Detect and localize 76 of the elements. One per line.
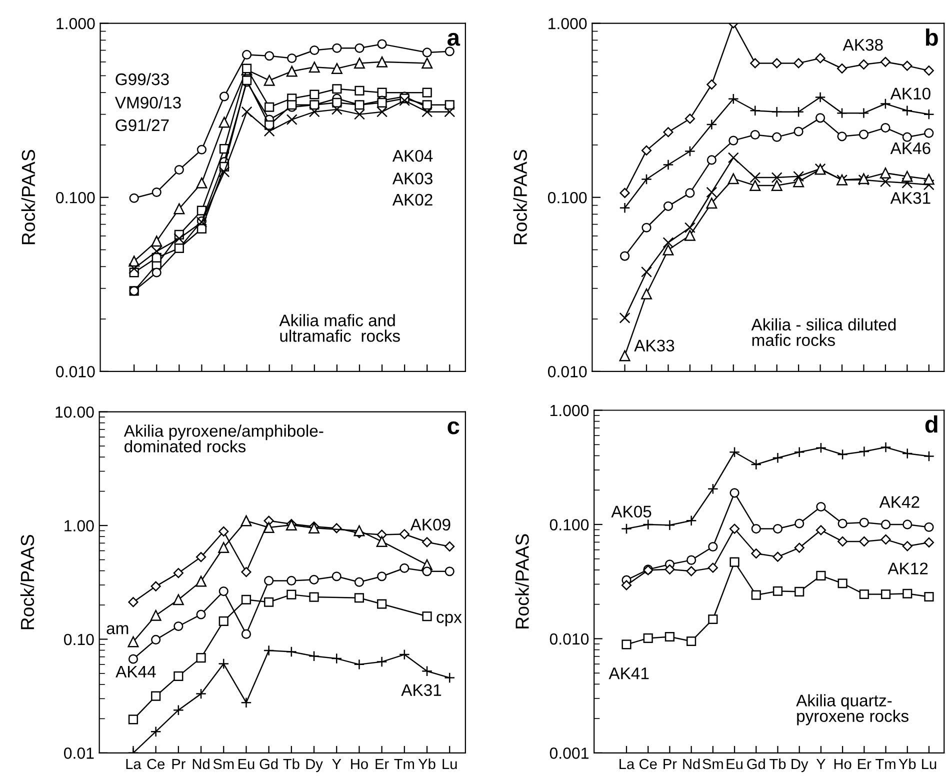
- annotation: Akilia mafic and ultramafic rocks: [279, 314, 400, 342]
- x-tick-label: Gd: [260, 758, 278, 770]
- annotation: G91/27: [116, 118, 169, 132]
- annotation: cpx: [436, 614, 462, 626]
- x-tick-label: Tb: [770, 758, 786, 770]
- annotation: AK12: [888, 562, 928, 574]
- y-axis-title: Rock/PAAS: [20, 534, 34, 630]
- chart-title: c: [448, 421, 460, 434]
- x-tick-label: Nd: [683, 758, 700, 770]
- chart-title: d: [925, 415, 938, 433]
- y-tick-label: 0.010: [56, 366, 95, 378]
- x-tick-label: Tb: [283, 758, 300, 770]
- x-tick-label: Sm: [702, 758, 723, 770]
- x-tick-label: Eu: [238, 759, 254, 770]
- y-tick-label: 0.01: [64, 748, 94, 759]
- annotation: AK03: [392, 172, 432, 184]
- annotation: AK42: [879, 496, 920, 508]
- y-tick-label: 1.000: [550, 404, 589, 416]
- y-axis-title: Rock/PAAS: [21, 150, 36, 244]
- annotation: AK05: [611, 506, 652, 518]
- x-tick-label: Dy: [306, 759, 323, 772]
- chart-title: b: [926, 28, 938, 46]
- x-tick-label: Pr: [172, 759, 186, 770]
- y-axis-title: Rock/PAAS: [513, 150, 527, 244]
- x-tick-label: La: [126, 759, 142, 770]
- y-tick-label: 0.100: [548, 192, 587, 204]
- y-tick-label: 0.010: [548, 366, 587, 378]
- x-tick-label: Yb: [418, 758, 436, 770]
- annotation: AK38: [842, 38, 883, 51]
- x-tick-label: Gd: [747, 758, 765, 770]
- x-tick-label: La: [620, 759, 635, 770]
- annotation: AK41: [608, 668, 649, 680]
- x-tick-label: Lu: [442, 759, 457, 770]
- annotation: Akilia - silica diluted mafic rocks: [751, 318, 896, 346]
- annotation: AK44: [116, 666, 156, 678]
- x-tick-label: Ce: [640, 758, 657, 770]
- x-tick-label: Pr: [664, 759, 677, 770]
- annotation: Akilia pyroxene/amphibole- dominated rocks: [124, 424, 324, 452]
- y-tick-label: 1.000: [56, 18, 95, 30]
- y-tick-label: 1.00: [64, 520, 94, 532]
- annotation: AK09: [410, 518, 450, 531]
- x-tick-label: Er: [858, 759, 872, 770]
- annotation: am: [106, 625, 128, 634]
- annotation: G99/33: [116, 72, 169, 86]
- y-tick-label: 1.000: [548, 18, 587, 30]
- x-tick-label: Yb: [898, 758, 916, 770]
- annotation: VM90/13: [114, 96, 181, 109]
- annotation: AK31: [890, 192, 930, 204]
- x-tick-label: Lu: [922, 759, 936, 770]
- y-tick-label: 0.001: [550, 748, 588, 759]
- y-tick-label: 0.100: [550, 519, 589, 530]
- chart-title: a: [448, 32, 460, 46]
- annotation: AK31: [401, 684, 442, 696]
- x-tick-label: Tm: [876, 759, 896, 770]
- annotation: Akilia quartz- pyroxene rocks: [796, 694, 908, 726]
- y-axis-title: Rock/PAAS: [515, 534, 529, 628]
- y-tick-label: 0.010: [550, 633, 589, 645]
- x-tick-label: Ho: [351, 759, 368, 770]
- annotation: AK02: [392, 194, 432, 206]
- x-tick-label: Sm: [213, 758, 234, 770]
- annotation: AK33: [634, 340, 674, 352]
- x-tick-label: Y: [332, 759, 342, 770]
- x-tick-label: Tm: [394, 759, 414, 770]
- y-tick-label: 0.100: [56, 192, 95, 204]
- x-tick-label: Eu: [726, 759, 742, 770]
- annotation: AK10: [890, 88, 930, 100]
- x-tick-label: Er: [376, 759, 389, 770]
- annotation: AK46: [890, 142, 930, 154]
- y-tick-label: 0.10: [64, 634, 94, 646]
- x-tick-label: Y: [816, 759, 826, 770]
- annotation: AK04: [392, 150, 433, 162]
- x-tick-label: Ce: [147, 758, 164, 770]
- x-tick-label: Dy: [792, 759, 808, 772]
- x-tick-label: Ho: [834, 759, 852, 770]
- y-tick-label: 10.00: [56, 406, 94, 418]
- x-tick-label: Nd: [192, 758, 210, 770]
